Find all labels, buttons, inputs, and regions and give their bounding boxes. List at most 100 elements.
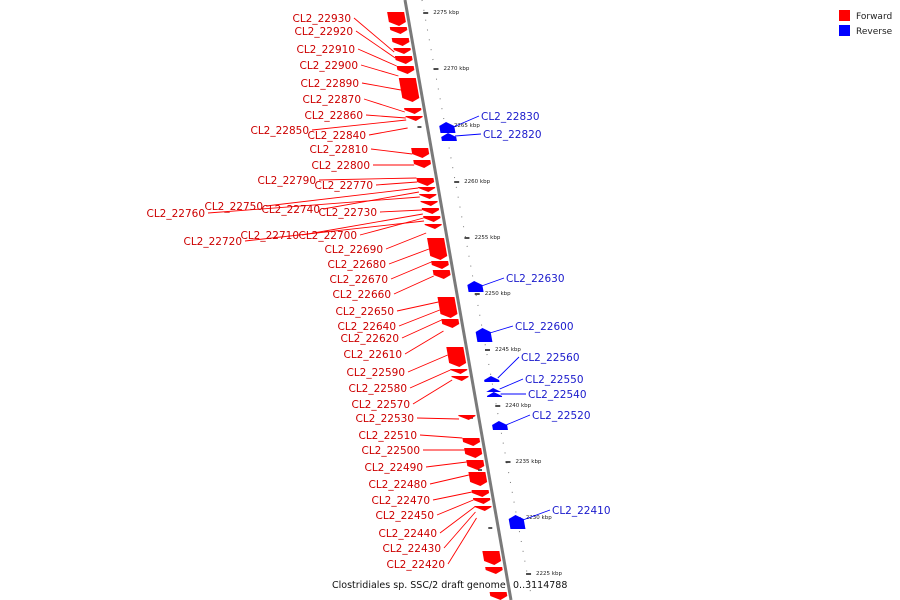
- label-leader-line: [318, 177, 417, 181]
- reverse-gene-label: CL2_22600: [515, 321, 574, 333]
- forward-gene-label: CL2_22730: [318, 207, 377, 219]
- label-leader-line: [360, 64, 399, 77]
- label-leaders: [207, 17, 551, 565]
- reverse-gene-label: CL2_22820: [483, 129, 542, 141]
- forward-gene-label: CL2_22500: [361, 445, 420, 457]
- forward-gene-label: CL2_22650: [335, 306, 394, 318]
- forward-gene-label: CL2_22900: [299, 60, 358, 72]
- genome-backbone: [403, 0, 513, 600]
- scale-tick-label: 2235 kbp: [516, 459, 542, 465]
- scale-tick-label: 2230 kbp: [526, 515, 552, 521]
- reverse-gene-label: CL2_22830: [481, 111, 540, 123]
- label-leader-line: [412, 379, 453, 405]
- forward-gene-feature: [405, 116, 423, 121]
- forward-gene-feature: [421, 208, 440, 214]
- forward-gene-label: CL2_22490: [364, 462, 423, 474]
- forward-gene-label: CL2_22850: [250, 125, 309, 137]
- reverse-gene-feature: [439, 122, 456, 133]
- forward-gene-feature: [432, 270, 451, 279]
- forward-gene-label: CL2_22810: [309, 144, 368, 156]
- reverse-gene-feature: [486, 388, 502, 392]
- scale-tick-label: 2270 kbp: [443, 66, 469, 72]
- label-leader-line: [409, 369, 451, 389]
- forward-gene-feature: [387, 12, 406, 26]
- forward-gene-feature: [462, 438, 481, 446]
- forward-gene-label: CL2_22610: [343, 349, 402, 361]
- scale-tick-label: 2225 kbp: [536, 571, 562, 577]
- forward-gene-feature: [464, 448, 483, 458]
- scale-tick-label: 2255 kbp: [474, 235, 500, 241]
- label-leader-line: [355, 30, 396, 59]
- label-leader-line: [398, 309, 440, 327]
- genome-range: 0..3114788: [513, 580, 567, 591]
- reverse-gene-feature: [508, 515, 526, 529]
- forward-gene-label: CL2_22470: [371, 495, 430, 507]
- label-leader-line: [357, 48, 397, 67]
- forward-gene-feature: [468, 472, 488, 486]
- forward-gene-label: CL2_22870: [302, 94, 361, 106]
- label-leader-line: [396, 301, 439, 312]
- reverse-gene-feature: [492, 421, 508, 430]
- scale-tick-label: 2245 kbp: [495, 347, 521, 353]
- forward-gene-label: CL2_22590: [346, 367, 405, 379]
- label-leader-line: [353, 17, 395, 53]
- label-leader-line: [311, 119, 407, 131]
- forward-gene-label: CL2_22510: [358, 430, 417, 442]
- legend-forward-swatch: [839, 10, 850, 21]
- legend: Forward Reverse: [839, 10, 893, 37]
- label-leader-line: [419, 434, 463, 439]
- label-leader-line: [390, 261, 432, 280]
- forward-gene-feature: [471, 490, 490, 497]
- label-leader-line: [244, 220, 425, 242]
- label-leader-line: [363, 98, 405, 113]
- reverse-gene-label: CL2_22410: [552, 505, 611, 517]
- forward-gene-feature: [485, 567, 503, 574]
- label-leader-line: [447, 517, 477, 565]
- scale-tick-label: 2240 kbp: [505, 403, 531, 409]
- forward-gene-feature: [437, 297, 458, 318]
- forward-gene-feature: [389, 27, 408, 34]
- forward-gene-label: CL2_22710: [240, 230, 299, 242]
- scale-tick-label: 2260 kbp: [464, 179, 490, 185]
- label-leader-line: [416, 417, 460, 420]
- forward-gene-label: CL2_22640: [337, 321, 396, 333]
- label-leader-line: [368, 127, 408, 136]
- label-leader-line: [385, 232, 427, 250]
- label-leader-line: [439, 506, 475, 534]
- forward-gene-label: CL2_22840: [307, 130, 366, 142]
- forward-gene-feature: [413, 160, 431, 168]
- reverse-gene-label: CL2_22540: [528, 389, 587, 401]
- forward-gene-label: CL2_22790: [257, 175, 316, 187]
- forward-gene-feature: [394, 56, 413, 64]
- forward-gene-feature: [423, 216, 441, 222]
- reverse-gene-feature: [484, 376, 500, 382]
- forward-gene-label: CL2_22690: [324, 244, 383, 256]
- forward-gene-feature: [424, 224, 442, 229]
- forward-gene-feature: [418, 187, 436, 192]
- label-leader-line: [453, 115, 480, 128]
- forward-gene-label: CL2_22740: [261, 204, 320, 216]
- label-leader-line: [497, 356, 520, 379]
- forward-gene-feature: [474, 506, 492, 511]
- label-leader-line: [379, 209, 423, 213]
- forward-gene-label: CL2_22890: [300, 78, 359, 90]
- forward-gene-label: CL2_22670: [329, 274, 388, 286]
- genome-title: Clostridiales sp. SSC/2 draft genome: [332, 580, 506, 591]
- reverse-gene-label: CL2_22630: [506, 273, 565, 285]
- forward-gene-label: CL2_22930: [292, 13, 351, 25]
- label-leader-line: [265, 187, 419, 207]
- forward-gene-label: CL2_22920: [294, 26, 353, 38]
- label-leader-line: [499, 378, 524, 390]
- label-leader-line: [407, 354, 448, 373]
- forward-gene-feature: [420, 201, 438, 206]
- forward-gene-feature: [393, 48, 411, 54]
- forward-gene-feature: [446, 347, 467, 367]
- forward-gene-feature: [441, 319, 460, 328]
- reverse-gene-feature: [486, 392, 503, 397]
- label-leader-line: [505, 414, 531, 426]
- forward-gene-feature: [411, 148, 430, 158]
- reverse-gene-feature: [441, 133, 457, 141]
- label-leader-line: [425, 461, 467, 468]
- label-leader-line: [454, 133, 482, 137]
